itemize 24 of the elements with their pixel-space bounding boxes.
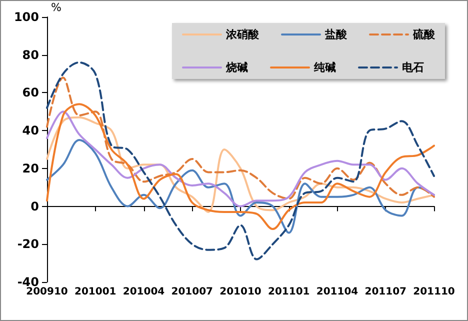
y-axis-title: % bbox=[51, 1, 62, 14]
legend-label: 浓硝酸 bbox=[225, 28, 260, 41]
y-tick-label: 100 bbox=[14, 10, 39, 24]
y-tick-label: 40 bbox=[22, 124, 39, 138]
x-tick-label: 201107 bbox=[364, 286, 407, 298]
y-tick-label: 0 bbox=[30, 199, 39, 214]
legend-label: 烧碱 bbox=[225, 61, 248, 74]
x-tick-label: 201010 bbox=[220, 286, 262, 298]
y-tick-label: 60 bbox=[22, 86, 39, 100]
legend-label: 盐酸 bbox=[324, 28, 348, 41]
legend-label: 纯碱 bbox=[313, 61, 336, 74]
x-tick-label: 201110 bbox=[413, 286, 455, 298]
legend-label: 电石 bbox=[402, 61, 424, 74]
x-tick-label: 201101 bbox=[268, 286, 310, 298]
x-tick-label: 201001 bbox=[74, 286, 116, 298]
x-tick-label: 200910 bbox=[26, 286, 68, 298]
x-tick-label: 201104 bbox=[316, 286, 358, 298]
y-tick-label: -20 bbox=[17, 237, 39, 252]
line-series bbox=[46, 76, 435, 200]
x-tick-label: 201007 bbox=[171, 286, 214, 298]
x-tick-label: 201004 bbox=[122, 286, 165, 298]
y-tick-label: 20 bbox=[22, 161, 39, 176]
y-tick-label: 80 bbox=[22, 48, 39, 62]
legend-label: 硫酸 bbox=[412, 28, 436, 41]
